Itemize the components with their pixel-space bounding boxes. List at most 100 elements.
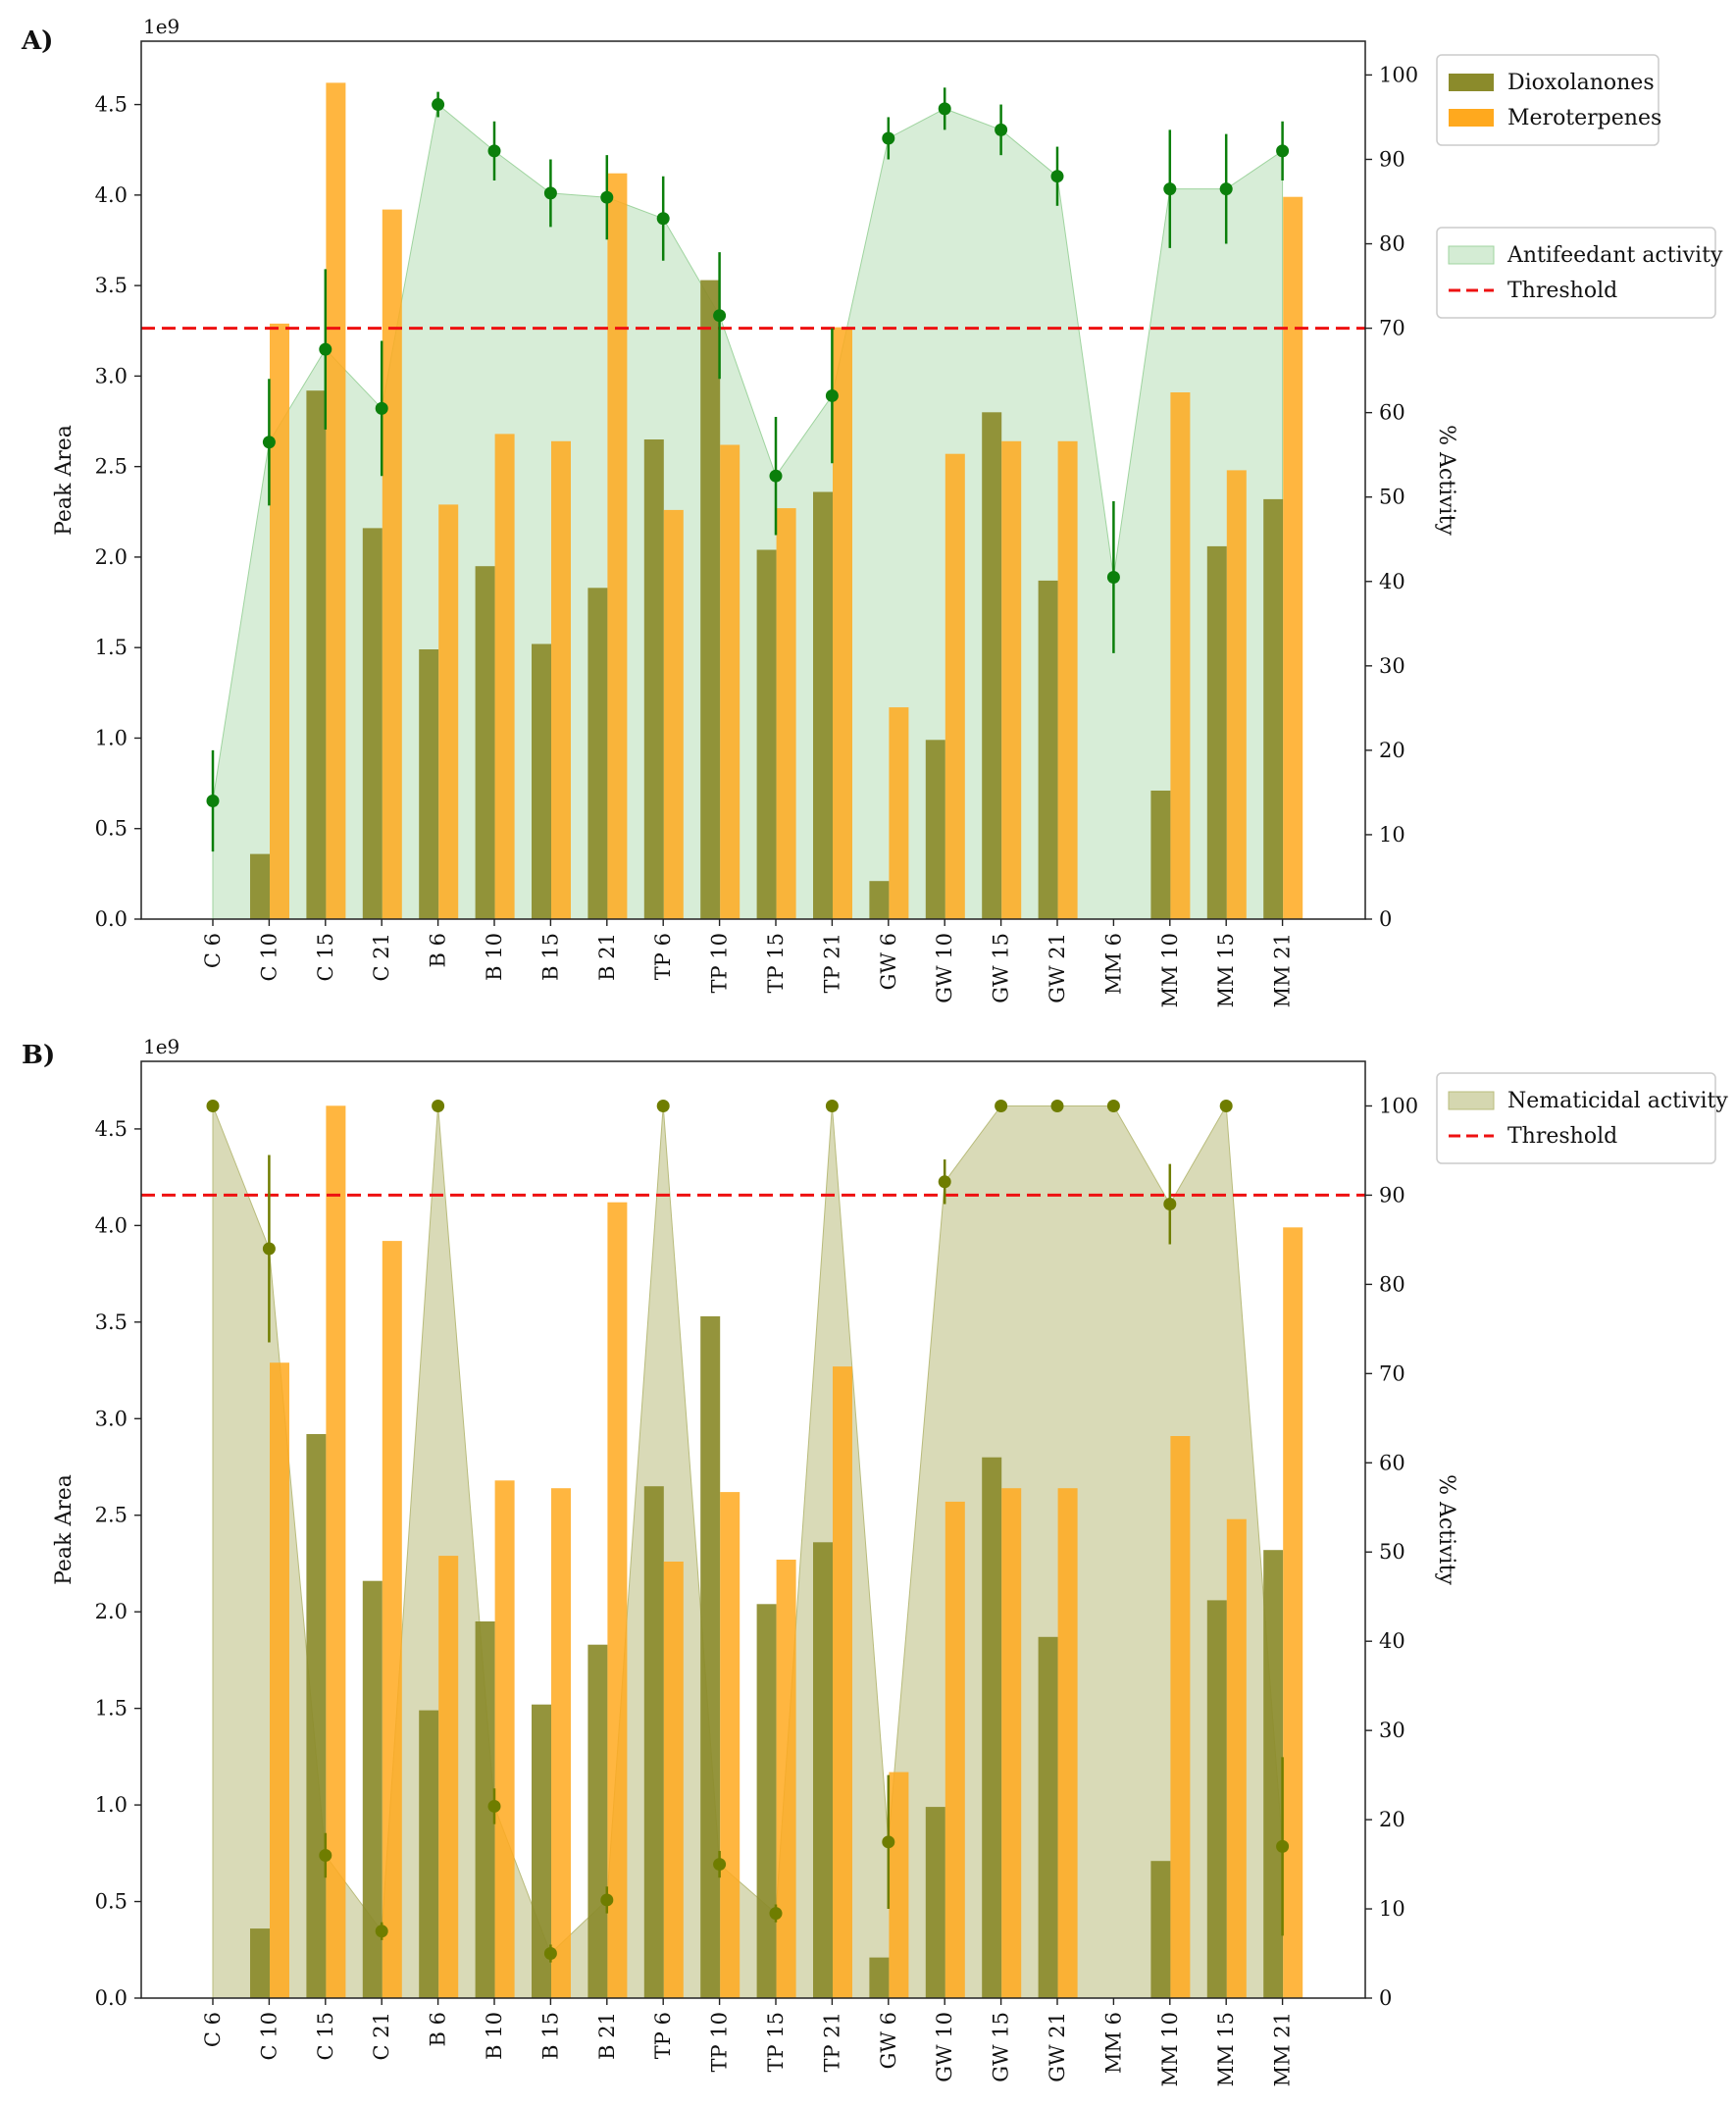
bar-dioxolanones-7: [587, 1644, 608, 1998]
bar-meroterpenes-17: [1170, 392, 1191, 919]
ytick-label-4: 2.0: [95, 545, 128, 569]
bar-dioxolanones-15: [1038, 1636, 1058, 1998]
y2tick-label-8: 80: [1379, 1272, 1405, 1296]
bar-meroterpenes-17: [1170, 1436, 1191, 1998]
ytick-label-6: 3.0: [95, 1407, 128, 1430]
axis-multiplier: 1e9: [143, 1035, 179, 1058]
xtick-label-18: MM 15: [1214, 933, 1238, 1007]
bar-dioxolanones-15: [1038, 580, 1058, 919]
bar-meroterpenes-13: [945, 453, 965, 919]
bar-dioxolanones-17: [1150, 791, 1171, 919]
bar-dioxolanones-2: [306, 1434, 327, 1998]
activity-point-3: [375, 1925, 388, 1938]
y2tick-label-8: 80: [1379, 232, 1405, 256]
bar-dioxolanones-12: [869, 1957, 890, 1998]
ytick-label-8: 4.0: [95, 183, 128, 207]
ytick-label-2: 1.0: [95, 1793, 128, 1817]
y2tick-label-4: 40: [1379, 1629, 1405, 1653]
bar-meroterpenes-9: [720, 444, 740, 919]
bar-dioxolanones-3: [362, 528, 383, 919]
xtick-label-10: TP 15: [764, 2012, 788, 2073]
xtick-label-16: MM 6: [1101, 933, 1125, 995]
bar-dioxolanones-1: [250, 1928, 270, 1998]
xtick-label-14: GW 15: [990, 933, 1013, 1003]
y2tick-label-3: 30: [1379, 1719, 1405, 1742]
bar-dioxolanones-13: [925, 1807, 945, 1998]
bar-dioxolanones-13: [925, 740, 945, 919]
legend-swatch-meroterpenes: [1449, 109, 1494, 127]
bar-meroterpenes-12: [889, 1772, 909, 1998]
ytick-label-3: 1.5: [95, 1697, 128, 1721]
activity-point-13: [938, 102, 951, 116]
xtick-label-0: C 6: [201, 2012, 225, 2047]
legend-label-nematicidal-activity: Nematicidal activity: [1507, 1089, 1728, 1113]
activity-point-12: [882, 131, 895, 145]
bar-dioxolanones-9: [700, 280, 721, 920]
xtick-label-5: B 10: [483, 2012, 506, 2060]
bar-meroterpenes-18: [1226, 470, 1247, 919]
y2tick-label-2: 20: [1379, 739, 1405, 762]
xtick-label-11: TP 21: [820, 2012, 843, 2073]
y2tick-label-7: 70: [1379, 1361, 1405, 1385]
activity-point-2: [319, 1848, 332, 1862]
bar-dioxolanones-7: [587, 588, 608, 919]
bar-meroterpenes-13: [945, 1501, 965, 1998]
xtick-label-14: GW 15: [990, 2012, 1013, 2082]
xtick-label-6: B 15: [538, 2012, 562, 2060]
bar-dioxolanones-11: [813, 491, 833, 919]
ytick-label-6: 3.0: [95, 364, 128, 387]
activity-point-13: [938, 1175, 951, 1189]
bar-meroterpenes-10: [776, 1560, 796, 1998]
bar-meroterpenes-19: [1283, 1227, 1303, 1998]
activity-point-1: [262, 436, 276, 449]
bar-meroterpenes-1: [270, 1362, 289, 1998]
activity-point-2: [319, 342, 332, 356]
bar-dioxolanones-10: [756, 1604, 777, 1998]
xtick-label-4: B 6: [427, 933, 450, 967]
activity-point-9: [713, 309, 727, 323]
y2tick-label-5: 50: [1379, 486, 1405, 509]
activity-point-8: [656, 212, 670, 226]
xtick-label-1: C 10: [257, 933, 281, 981]
xtick-label-15: GW 21: [1046, 933, 1069, 1003]
xtick-label-0: C 6: [201, 933, 225, 968]
y-axis-label: Peak Area: [52, 1474, 77, 1585]
bar-dioxolanones-19: [1263, 498, 1284, 919]
y2tick-label-0: 0: [1379, 1986, 1392, 2010]
activity-point-14: [995, 1099, 1008, 1112]
chart-antifeedant: 0.0 0.5 1.0 1.5 2.0 2.5 3.0 3.5 4.0 4.5 0 10 20 30 40 5…: [52, 15, 1723, 1007]
panel-label-a: A): [21, 26, 53, 56]
bar-meroterpenes-7: [607, 173, 628, 919]
activity-point-10: [769, 1907, 783, 1921]
bar-dioxolanones-17: [1150, 1861, 1171, 1998]
bar-meroterpenes-9: [720, 1492, 740, 1998]
activity-point-17: [1163, 182, 1177, 196]
bar-meroterpenes-18: [1226, 1518, 1247, 1998]
activity-point-7: [600, 190, 614, 204]
bar-dioxolanones-6: [532, 1704, 551, 1998]
bar-meroterpenes-2: [326, 1105, 346, 1998]
ytick-label-1: 0.5: [95, 817, 128, 841]
plot-frame: [140, 40, 1366, 920]
bar-dioxolanones-18: [1206, 1600, 1227, 1998]
activity-point-3: [375, 401, 388, 415]
xtick-label-12: GW 6: [877, 933, 900, 990]
ytick-label-0: 0.0: [95, 1986, 128, 2010]
activity-point-11: [825, 388, 839, 402]
xtick-label-5: B 10: [483, 933, 506, 981]
y2tick-label-6: 60: [1379, 401, 1405, 425]
activity-point-0: [206, 1099, 220, 1112]
xtick-label-16: MM 6: [1101, 2012, 1125, 2074]
bar-meroterpenes-10: [776, 508, 796, 919]
xtick-label-8: TP 6: [651, 933, 675, 980]
activity-point-15: [1050, 170, 1064, 183]
bar-meroterpenes-15: [1057, 1488, 1078, 1998]
legend-box-0: [1436, 54, 1659, 146]
bar-meroterpenes-8: [663, 509, 684, 919]
y2tick-label-3: 30: [1379, 654, 1405, 678]
ytick-label-9: 4.5: [95, 93, 128, 117]
activity-point-18: [1219, 182, 1233, 196]
xtick-label-10: TP 15: [764, 933, 788, 994]
activity-point-7: [600, 1893, 614, 1907]
